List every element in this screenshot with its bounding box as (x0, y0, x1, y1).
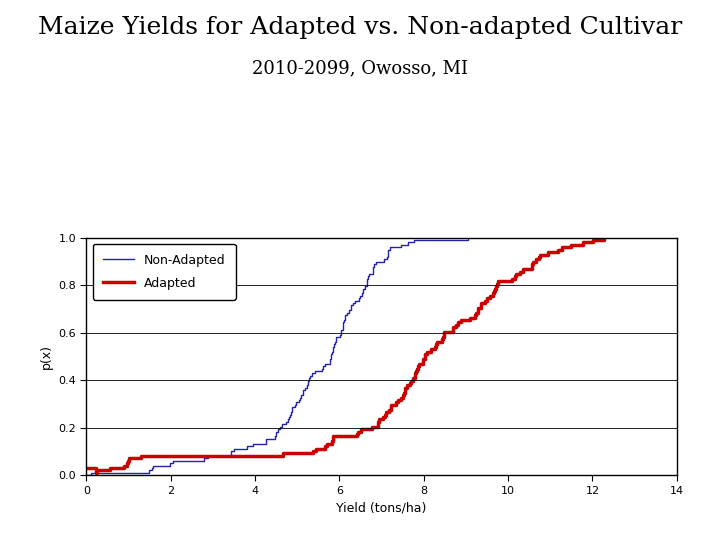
Legend: Non-Adapted, Adapted: Non-Adapted, Adapted (93, 244, 235, 300)
Adapted (384, 407, 393, 413)
Adapted (394, 397, 402, 403)
Adapted (421, 351, 430, 357)
Non-Adapted (292, 399, 300, 406)
Non-Adapted (329, 346, 338, 353)
Non-Adapted (287, 409, 295, 415)
Non-Adapted (284, 416, 292, 423)
Adapted (492, 283, 500, 289)
Line: Non-Adapted: Non-Adapted (86, 238, 468, 475)
X-axis label: Yield (tons/ha): Yield (tons/ha) (336, 501, 427, 514)
Adapted (92, 470, 101, 476)
Adapted (431, 343, 439, 350)
Y-axis label: p(x): p(x) (40, 344, 53, 369)
Non-Adapted (82, 472, 91, 478)
Adapted (600, 234, 608, 241)
Text: 2010-2099, Owosso, MI: 2010-2099, Owosso, MI (252, 59, 468, 77)
Adapted (82, 465, 91, 471)
Non-Adapted (464, 234, 472, 241)
Non-Adapted (359, 285, 368, 292)
Adapted (378, 414, 387, 420)
Text: Maize Yields for Adapted vs. Non-adapted Cultivar: Maize Yields for Adapted vs. Non-adapted… (38, 16, 682, 39)
Line: Adapted: Adapted (86, 238, 604, 473)
Non-Adapted (326, 353, 335, 360)
